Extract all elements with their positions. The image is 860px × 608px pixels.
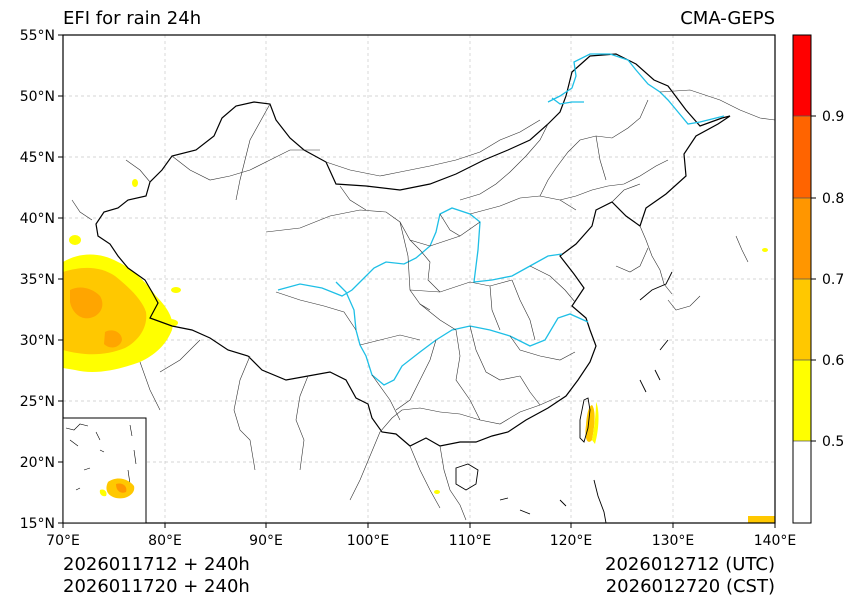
coastlines: [455, 271, 673, 523]
yangtze-river: [335, 281, 589, 386]
lat-tick-label: 25°N: [20, 394, 55, 410]
lon-tick-label: 80°E: [148, 533, 182, 549]
lon-tick-label: 70°E: [46, 533, 80, 549]
yellow-river: [277, 207, 563, 297]
colorbar-bin: [793, 116, 811, 198]
efi-spot: [762, 248, 768, 252]
efi-shading: [63, 179, 775, 523]
colorbar-bin: [793, 279, 811, 360]
colorbar-bin: [793, 360, 811, 441]
amur-river: [547, 53, 725, 125]
japan-kyushu: [639, 271, 673, 301]
colorbar-tick-label: 0.6: [822, 353, 844, 369]
lat-tick-label: 45°N: [20, 150, 55, 166]
efi-spot: [171, 287, 181, 293]
province-boundaries: [71, 89, 775, 521]
init-time-utc: 2026011712 + 240h: [63, 554, 250, 575]
valid-time-cst: 2026012720 (CST): [605, 576, 775, 597]
valid-time-utc: 2026012712 (UTC): [605, 554, 775, 575]
lon-tick-label: 100°E: [347, 533, 390, 549]
lat-tick-label: 30°N: [20, 333, 55, 349]
efi-spot: [69, 235, 81, 245]
colorbar-tick-label: 0.7: [822, 272, 844, 288]
init-time-cst: 2026011720 + 240h: [63, 576, 250, 597]
lat-tick-label: 15°N: [20, 516, 55, 532]
china-border: [95, 53, 731, 447]
colorbar-tick-label: 0.5: [822, 434, 844, 450]
init-time-block: 2026011712 + 240h 2026011720 + 240h: [63, 554, 250, 598]
lat-axis: 55°N 50°N 45°N 40°N 35°N 30°N 25°N 20°N …: [20, 28, 63, 532]
lat-tick-label: 50°N: [20, 89, 55, 105]
colorbar: 0.5 0.6 0.7 0.8 0.9: [792, 34, 844, 524]
colorbar-bin: [793, 441, 811, 523]
efi-spot: [162, 319, 178, 327]
rivers: [277, 53, 725, 386]
lon-tick-label: 140°E: [754, 533, 797, 549]
efi-spot: [434, 490, 440, 494]
lon-axis: 70°E 80°E 90°E 100°E 110°E 120°E 130°E 1…: [46, 523, 796, 549]
lon-tick-label: 120°E: [550, 533, 593, 549]
lat-tick-label: 40°N: [20, 211, 55, 227]
colorbar-tick-label: 0.8: [822, 191, 844, 207]
lat-tick-label: 20°N: [20, 455, 55, 471]
efi-area-taiwan: [585, 405, 595, 442]
river-branch: [551, 97, 584, 105]
efi-area-0.7-0.8: [70, 287, 122, 348]
lat-tick-label: 35°N: [20, 272, 55, 288]
efi-area-taiwan-edge: [592, 402, 599, 444]
lon-tick-label: 90°E: [249, 533, 283, 549]
colorbar-bin: [793, 35, 811, 116]
map-title: EFI for rain 24h: [63, 8, 202, 29]
valid-time-block: 2026012712 (UTC) 2026012720 (CST): [605, 554, 775, 598]
taiwan: [579, 397, 591, 443]
lon-tick-label: 110°E: [449, 533, 492, 549]
colorbar-bin: [793, 198, 811, 279]
hainan: [455, 463, 479, 491]
efi-area-corner: [748, 516, 775, 523]
model-name: CMA-GEPS: [680, 8, 775, 29]
inset-map: [62, 417, 147, 524]
colorbar-tick-label: 0.9: [822, 109, 844, 125]
lat-tick-label: 55°N: [20, 28, 55, 44]
efi-spot: [132, 179, 138, 187]
lon-tick-label: 130°E: [652, 533, 695, 549]
philippines: [593, 479, 607, 523]
